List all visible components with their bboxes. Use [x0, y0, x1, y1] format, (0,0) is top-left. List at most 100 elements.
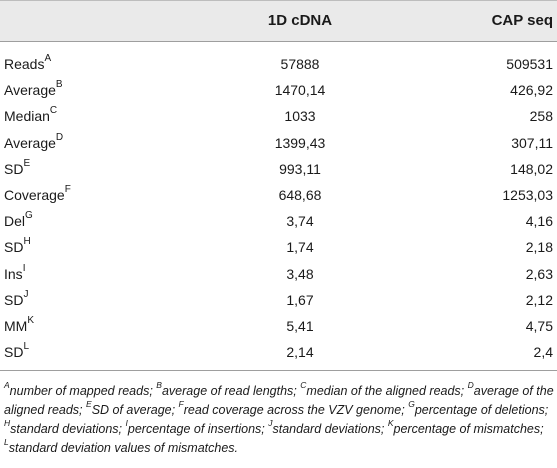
footnote-marker: E: [86, 399, 92, 409]
footnote-text: median of the aligned reads;: [306, 384, 468, 398]
cell-1d-cdna: 993,11: [279, 160, 321, 177]
row-label: SDH: [4, 236, 31, 256]
footnote-text: SD of average;: [91, 403, 179, 417]
table-row: SDJ 1,67 2,12: [0, 288, 557, 310]
row-label: SDJ: [4, 288, 29, 308]
table-row: CoverageF 648,68 1253,03: [0, 183, 557, 205]
table-row: MMK 5,41 4,75: [0, 314, 557, 336]
footnote-text: standard deviation values of mismatches.: [8, 441, 239, 455]
footnote-marker: G: [408, 399, 415, 409]
cell-1d-cdna: 1,74: [286, 239, 314, 256]
footnote-text: read coverage across the VZV genome;: [183, 403, 409, 417]
footnote-marker: C: [300, 380, 307, 390]
footnote-marker: D: [467, 380, 474, 390]
row-label-text: Del: [4, 213, 26, 230]
footnote-marker: F: [178, 399, 184, 409]
cell-cap-seq: 4,75: [525, 318, 553, 334]
row-label-sup: I: [22, 262, 26, 274]
row-label: SDE: [4, 157, 31, 177]
row-label-sup: D: [55, 131, 64, 143]
footnote-marker: B: [156, 380, 162, 390]
table-row: ReadsA 57888 509531: [0, 52, 557, 74]
row-label-sup: E: [23, 157, 31, 169]
cell-cap-seq: 426,92: [510, 82, 553, 99]
cell-1d-cdna: 3,74: [286, 213, 314, 230]
row-label: InsI: [4, 262, 26, 282]
cell-cap-seq: 2,18: [525, 239, 553, 256]
row-label-text: Coverage: [4, 187, 65, 203]
table-row: SDL 2,14 2,4: [0, 340, 557, 362]
row-label-text: SD: [4, 344, 24, 361]
row-label-text: SD: [4, 239, 24, 256]
row-label-sup: L: [23, 341, 30, 353]
row-label-sup: H: [23, 236, 31, 248]
footnote-marker: H: [4, 418, 11, 428]
footnote-text: number of mapped reads;: [9, 384, 157, 398]
row-label-sup: B: [55, 79, 63, 91]
row-label-text: Average: [4, 134, 56, 151]
cell-1d-cdna: 1399,43: [274, 134, 326, 151]
row-label-text: SD: [4, 291, 24, 308]
cell-cap-seq: 307,11: [511, 134, 553, 151]
row-label: DelG: [4, 210, 33, 230]
table-row: InsI 3,48 2,63: [0, 262, 557, 284]
cell-cap-seq: 2,4: [533, 344, 553, 361]
row-label-sup: K: [27, 315, 34, 326]
cell-1d-cdna: 648,68: [278, 187, 322, 203]
row-label: AverageD: [4, 131, 64, 151]
table-footnotes: Anumber of mapped reads; Baverage of rea…: [4, 380, 554, 458]
footnote-text: average of read lengths;: [161, 384, 301, 398]
cell-cap-seq: 4,16: [525, 213, 553, 230]
cell-1d-cdna: 2,14: [286, 344, 314, 361]
footnote-text: percentage of mismatches;: [393, 422, 544, 436]
cell-cap-seq: 148,02: [510, 160, 553, 177]
cell-cap-seq: 2,63: [525, 265, 553, 282]
row-label: AverageB: [4, 79, 63, 99]
cell-cap-seq: 258: [529, 108, 553, 125]
footnote-text: percentage of insertions;: [127, 422, 269, 436]
table-row: SDE 993,11 148,02: [0, 157, 557, 179]
table-bottom-rule: [0, 370, 557, 371]
header-col-1d-cdna: 1D cDNA: [267, 12, 333, 29]
row-label-sup: C: [49, 105, 58, 117]
row-label: CoverageF: [4, 184, 71, 204]
footnote-text: standard deviations;: [10, 422, 126, 436]
row-label-text: Reads: [4, 56, 45, 72]
row-label: MMK: [4, 315, 34, 335]
row-label-text: SD: [4, 160, 24, 177]
row-label-text: Ins: [4, 265, 23, 282]
header-col-cap-seq: CAP seq: [491, 12, 553, 29]
cell-1d-cdna: 1470,14: [274, 82, 326, 99]
cell-1d-cdna: 57888: [280, 56, 320, 72]
footnote-text: standard deviations;: [272, 422, 388, 436]
row-label: SDL: [4, 341, 30, 361]
footnote-marker: A: [4, 380, 10, 390]
cell-1d-cdna: 1033: [284, 108, 316, 125]
cell-cap-seq: 509531: [506, 56, 553, 72]
row-label-sup: G: [25, 210, 33, 222]
row-label-sup: J: [23, 288, 29, 300]
table-row: AverageB 1470,14 426,92: [0, 78, 557, 100]
row-label: MedianC: [4, 105, 58, 125]
footnote-marker: J: [268, 418, 273, 428]
footnote-text: percentage of deletions;: [414, 403, 549, 417]
cell-1d-cdna: 1,67: [286, 291, 314, 308]
footnote-text: average of the aligned reads;: [4, 384, 554, 417]
cell-1d-cdna: 5,41: [286, 318, 314, 334]
cell-cap-seq: 1253,03: [502, 187, 553, 203]
table-row: SDH 1,74 2,18: [0, 235, 557, 257]
table-row: DelG 3,74 4,16: [0, 209, 557, 231]
row-label: ReadsA: [4, 53, 52, 73]
footnote-marker: K: [387, 418, 394, 428]
footnote-marker: I: [125, 418, 128, 428]
footnote-marker: L: [4, 437, 9, 447]
row-label-text: Median: [4, 108, 50, 125]
row-label-text: Average: [4, 82, 56, 99]
table-row: MedianC 1033 258: [0, 104, 557, 126]
cell-1d-cdna: 3,48: [286, 265, 314, 282]
cell-cap-seq: 2,12: [525, 291, 553, 308]
table-header: 1D cDNA CAP seq: [0, 0, 557, 42]
table-row: AverageD 1399,43 307,11: [0, 131, 557, 153]
row-label-sup: F: [64, 184, 71, 195]
row-label-sup: A: [44, 53, 52, 64]
